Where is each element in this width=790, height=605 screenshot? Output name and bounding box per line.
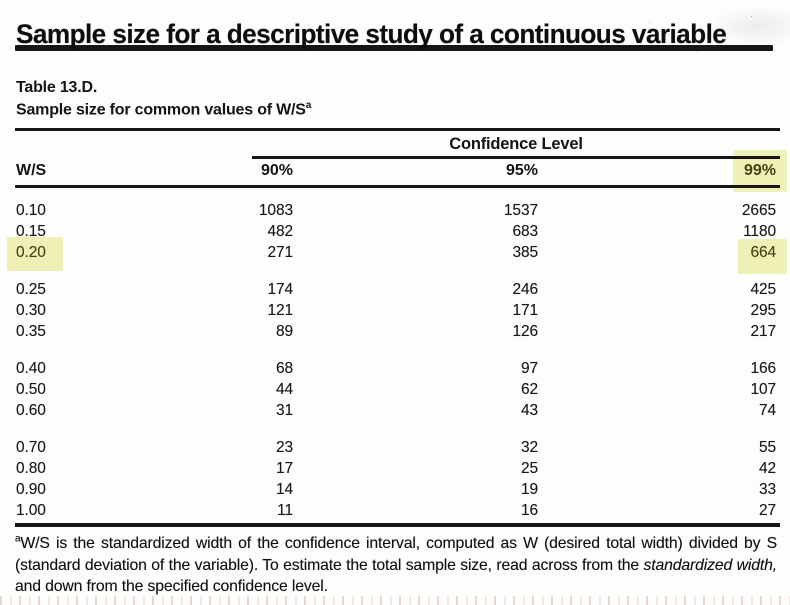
table-cell-99-row-0.50: 107: [750, 381, 776, 398]
table-row-ws-0.50: 0.50 44 62 107: [15, 381, 777, 401]
table-cell-99-row-0.60: 74: [758, 402, 776, 419]
table-label: Table 13.D.: [16, 79, 98, 96]
col-header-95: 95%: [505, 162, 538, 179]
table-cell-99-row-0.80: 42: [758, 460, 776, 477]
table-cell-90-row-0.90: 14: [275, 481, 293, 498]
table-cell-ws-row-0.50: 0.50: [16, 381, 46, 398]
table-cell-99-row-0.70: 55: [758, 439, 776, 456]
table-row-ws-0.90: 0.90 14 19 33: [15, 481, 777, 501]
table-top-rule: [15, 128, 780, 131]
table-cell-95-row-0.15: 683: [512, 223, 538, 240]
table-cell-90-row-0.50: 44: [275, 381, 293, 398]
table-row-ws-0.40: 0.40 68 97 166: [15, 360, 777, 380]
scan-artifact-strip: [0, 596, 790, 605]
table-cell-95-row-0.25: 246: [512, 281, 538, 298]
table-cell-90-row-0.35: 89: [275, 323, 293, 340]
table-row-ws-0.70: 0.70 23 32 55: [15, 439, 777, 459]
table-row-ws-0.10: 0.10 1083 1537 2665: [15, 202, 777, 222]
table-cell-ws-row-1.00: 1.00: [16, 502, 46, 519]
table-cell-90-row-0.80: 17: [275, 460, 293, 477]
table-header-row: W/S 90% 95% 99%: [15, 162, 777, 182]
table-row-ws-0.80: 0.80 17 25 42: [15, 460, 777, 480]
footnote-text-2: and down from the specified confidence l…: [15, 578, 328, 595]
table-cell-95-row-0.80: 25: [520, 460, 538, 477]
table-cell-90-row-0.25: 174: [267, 281, 293, 298]
table-cell-99-row-1.00: 27: [758, 502, 776, 519]
table-row-ws-0.20: 0.20 271 385 664: [15, 244, 777, 264]
table-cell-ws-row-0.25: 0.25: [16, 281, 46, 298]
table-cell-95-row-0.10: 1537: [503, 202, 538, 219]
page-title: Sample size for a descriptive study of a…: [16, 19, 727, 50]
table-cell-95-row-0.60: 43: [520, 402, 538, 419]
table-cell-99-row-0.90: 33: [758, 481, 776, 498]
table-cell-ws-row-0.15: 0.15: [16, 223, 46, 240]
table-row-ws-1.00: 1.00 11 16 27: [15, 502, 777, 522]
scan-noise-top-right: [630, 0, 790, 75]
table-cell-ws-row-0.30: 0.30: [16, 302, 46, 319]
table-cell-90-row-0.20: 271: [267, 244, 293, 261]
table-cell-99-row-0.30: 295: [750, 302, 776, 319]
col-header-90: 90%: [260, 162, 293, 179]
table-cell-95-row-0.30: 171: [512, 302, 538, 319]
table-cell-95-row-0.40: 97: [520, 360, 538, 377]
title-rule: [15, 45, 773, 51]
footnote-text-italic: standardized width,: [643, 556, 778, 574]
table-cell-90-row-1.00: 11: [277, 502, 293, 519]
table-cell-ws-row-0.20: 0.20: [16, 244, 46, 261]
highlight-row-0-20: [7, 237, 63, 271]
table-cell-90-row-0.40: 68: [275, 360, 293, 377]
footnote: aW/S is the standardized width of the co…: [15, 533, 777, 598]
table-row-ws-0.25: 0.25 174 246 425: [15, 281, 777, 301]
table-subtitle: Sample size for common values of W/Sa: [16, 100, 311, 119]
table-row-ws-0.35: 0.35 89 126 217: [15, 323, 777, 343]
table-cell-ws-row-0.10: 0.10: [16, 202, 46, 219]
table-cell-ws-row-0.90: 0.90: [16, 481, 46, 498]
confidence-level-rule: [252, 156, 780, 159]
confidence-level-header: Confidence Level: [449, 135, 583, 153]
table-cell-95-row-1.00: 16: [520, 502, 538, 519]
table-cell-95-row-0.50: 62: [520, 381, 538, 398]
table-cell-99-row-0.15: 1180: [743, 223, 776, 240]
table-cell-ws-row-0.35: 0.35: [16, 323, 46, 340]
table-cell-99-row-0.25: 425: [750, 281, 776, 298]
table-cell-90-row-0.70: 23: [275, 439, 293, 456]
table-cell-90-row-0.15: 482: [267, 223, 293, 240]
table-row-ws-0.60: 0.60 31 43 74: [15, 402, 777, 422]
table-cell-ws-row-0.80: 0.80: [16, 460, 46, 477]
footnote-text-1: W/S is the standardized width of the con…: [15, 535, 777, 574]
table-cell-ws-row-0.70: 0.70: [16, 439, 46, 456]
table-cell-ws-row-0.40: 0.40: [16, 360, 46, 377]
table-cell-95-row-0.20: 385: [512, 244, 538, 261]
table-cell-99-row-0.10: 2665: [741, 202, 776, 219]
table-cell-99-row-0.40: 166: [750, 360, 776, 377]
table-cell-ws-row-0.60: 0.60: [16, 402, 46, 419]
table-cell-90-row-0.10: 1083: [258, 202, 293, 219]
table-row-ws-0.15: 0.15 482 683 1180: [15, 223, 777, 243]
table-subtitle-text: Sample size for common values of W/S: [16, 101, 306, 119]
col-header-ws: W/S: [16, 162, 47, 179]
table-row-ws-0.30: 0.30 121 171 295: [15, 302, 777, 322]
table-cell-90-row-0.60: 31: [275, 402, 293, 419]
table-bottom-rule: [15, 523, 780, 527]
table-cell-95-row-0.90: 19: [520, 481, 538, 498]
table-cell-99-row-0.20: 664: [750, 244, 776, 261]
header-bottom-rule: [15, 185, 780, 188]
highlight-cell-664: [738, 239, 787, 274]
table-cell-95-row-0.70: 32: [520, 439, 538, 456]
table-note-marker: a: [305, 100, 312, 111]
col-header-99: 99%: [743, 162, 776, 179]
footnote-marker: a: [15, 533, 21, 545]
table-cell-90-row-0.30: 121: [267, 302, 293, 319]
table-cell-99-row-0.35: 217: [750, 323, 776, 340]
table-cell-95-row-0.35: 126: [512, 323, 538, 340]
